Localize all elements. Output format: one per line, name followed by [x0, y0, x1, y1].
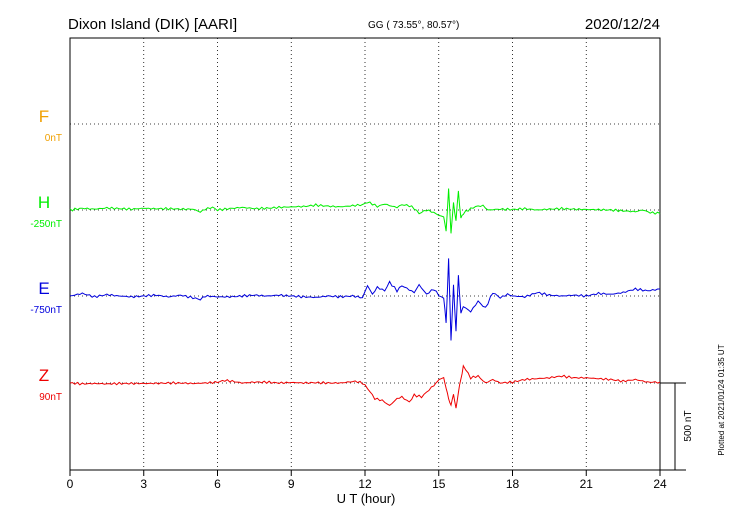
- series-labels: F 0nT H -250nT E -750nT Z 90nT: [30, 107, 62, 403]
- x-tick-label: 6: [214, 477, 221, 491]
- trace-z: [69, 364, 661, 409]
- grid: [70, 38, 660, 470]
- x-tick-label: 3: [140, 477, 147, 491]
- x-tick-label: 24: [653, 477, 667, 491]
- x-tick-label: 9: [288, 477, 295, 491]
- series-baseline-e: -750nT: [30, 305, 62, 316]
- series-label-f: F: [39, 107, 49, 126]
- trace-h: [69, 188, 661, 234]
- x-tick-label: 12: [358, 477, 372, 491]
- trace-e: [69, 258, 660, 341]
- series-label-z: Z: [39, 366, 49, 385]
- x-tick-label: 21: [580, 477, 594, 491]
- date-label: 2020/12/24: [585, 16, 660, 33]
- series-baseline-f: 0nT: [45, 133, 62, 144]
- x-tick-label: 15: [432, 477, 446, 491]
- x-ticks: 0 3 6 9 12 15 18 21 24: [67, 470, 667, 491]
- series-baseline-h: -250nT: [30, 219, 62, 230]
- x-axis-label: U T (hour): [337, 491, 396, 506]
- x-tick-label: 0: [67, 477, 74, 491]
- series-label-e: E: [38, 279, 49, 298]
- coords-label: GG ( 73.55°, 80.57°): [368, 20, 459, 31]
- x-tick-label: 18: [506, 477, 520, 491]
- scale-bar: 500 nT: [660, 382, 694, 471]
- header: Dixon Island (DIK) [AARI] GG ( 73.55°, 8…: [68, 16, 660, 33]
- plotted-note: Plotted at 2021/01/24 01:35 UT: [717, 344, 726, 455]
- scale-bar-label: 500 nT: [683, 410, 694, 441]
- station-title: Dixon Island (DIK) [AARI]: [68, 16, 237, 33]
- series-label-h: H: [38, 193, 50, 212]
- series-baseline-z: 90nT: [39, 392, 62, 403]
- traces: [69, 188, 661, 409]
